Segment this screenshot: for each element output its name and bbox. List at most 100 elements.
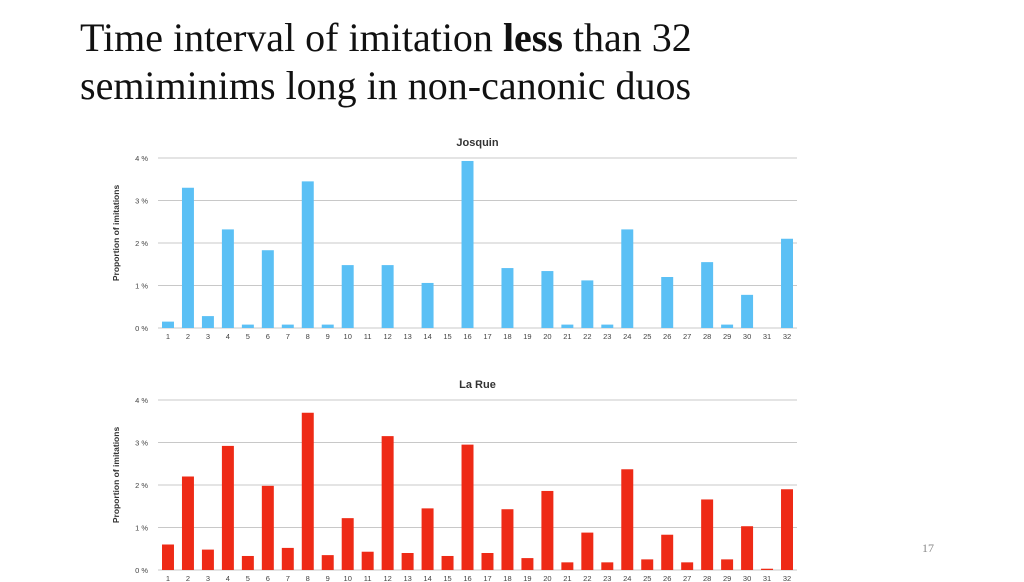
la-rue-x-tick-label: 15 <box>443 574 451 582</box>
la-rue-bar <box>721 559 734 570</box>
la-rue-bar-chart: La Rue Proportion of imitations 0 % 1 % 2 % 3… <box>100 352 820 582</box>
title-text-bold: less <box>502 15 563 60</box>
josquin-bar <box>221 229 234 328</box>
josquin-x-tick-label: 25 <box>643 332 651 340</box>
la-rue-bar <box>441 555 454 570</box>
josquin-bar <box>661 277 674 328</box>
josquin-x-tick-label: 9 <box>326 332 330 340</box>
title-text-line2: semiminims long in non-canonic duos <box>80 63 692 108</box>
la-rue-bar <box>541 490 554 570</box>
la-rue-x-tick-label: 1 <box>166 574 170 582</box>
la-rue-bar <box>681 562 694 570</box>
josquin-x-tick-label: 5 <box>246 332 250 340</box>
la-rue-bar <box>601 562 614 570</box>
josquin-x-tick-label: 23 <box>603 332 611 340</box>
josquin-bar <box>701 262 714 328</box>
josquin-bar <box>181 187 194 328</box>
la-rue-bar <box>321 555 334 570</box>
page-number: 17 <box>922 541 934 555</box>
josquin-x-tick-label: 28 <box>703 332 711 340</box>
josquin-x-tick-label: 10 <box>344 332 352 340</box>
josquin-bar <box>241 324 254 328</box>
josquin-y-axis-label: Proportion of imitations <box>111 185 121 282</box>
josquin-bar <box>581 280 594 328</box>
josquin-bar <box>201 316 214 328</box>
la-rue-x-tick-label: 16 <box>463 574 471 582</box>
josquin-x-tick-label: 7 <box>286 332 290 340</box>
la-rue-x-tick-label: 13 <box>403 574 411 582</box>
la-rue-chart-svg: La Rue Proportion of imitations 0 % 1 % 2 % 3… <box>111 379 797 582</box>
la-rue-x-tick-label: 27 <box>683 574 691 582</box>
la-rue-x-tick-label: 25 <box>643 574 651 582</box>
josquin-bar <box>421 282 434 328</box>
la-rue-bar <box>461 444 474 570</box>
josquin-x-tick-label: 29 <box>723 332 731 340</box>
la-rue-bar <box>521 558 534 570</box>
la-rue-x-tick-label: 28 <box>703 574 711 582</box>
la-rue-bar <box>301 412 314 570</box>
josquin-x-tick-label: 20 <box>543 332 551 340</box>
la-rue-bar <box>221 445 234 570</box>
la-rue-x-tick-label: 21 <box>563 574 571 582</box>
josquin-bar <box>281 324 294 328</box>
la-rue-x-tick-label: 29 <box>723 574 731 582</box>
la-rue-y-tick-label: 0 % <box>135 566 148 575</box>
la-rue-x-tick-label: 10 <box>344 574 352 582</box>
la-rue-bar <box>701 499 714 570</box>
josquin-x-tick-label: 24 <box>623 332 631 340</box>
josquin-bar <box>781 238 794 328</box>
la-rue-bar <box>781 489 794 570</box>
josquin-x-tick-label: 11 <box>364 332 372 340</box>
la-rue-x-tick-label: 31 <box>763 574 771 582</box>
josquin-x-tick-label: 18 <box>503 332 511 340</box>
la-rue-x-tick-label: 12 <box>383 574 391 582</box>
la-rue-x-tick-label: 30 <box>743 574 751 582</box>
title-text-part2: than 32 <box>562 15 692 60</box>
la-rue-y-tick-label: 1 % <box>135 524 148 533</box>
la-rue-x-tick-label: 19 <box>523 574 531 582</box>
josquin-x-tick-label: 3 <box>206 332 210 340</box>
la-rue-x-tick-label: 9 <box>326 574 330 582</box>
josquin-x-tick-label: 19 <box>523 332 531 340</box>
la-rue-bar <box>341 518 354 570</box>
la-rue-bar <box>281 547 294 570</box>
la-rue-x-tick-label: 23 <box>603 574 611 582</box>
la-rue-bar <box>581 532 594 570</box>
josquin-bar-chart: Josquin Proportion of imitations 0 % 1 % 2 %… <box>100 110 820 340</box>
josquin-bar <box>541 271 554 328</box>
la-rue-bar <box>421 508 434 570</box>
la-rue-bar <box>381 436 394 570</box>
la-rue-x-tick-label: 18 <box>503 574 511 582</box>
josquin-x-tick-label: 13 <box>403 332 411 340</box>
la-rue-x-tick-label: 11 <box>364 574 372 582</box>
slide-title: Time interval of imitation less than 32 … <box>80 14 980 110</box>
la-rue-y-tick-label: 2 % <box>135 481 148 490</box>
josquin-y-tick-label: 1 % <box>135 282 148 291</box>
josquin-y-tick-label: 4 % <box>135 154 148 163</box>
la-rue-x-tick-label: 22 <box>583 574 591 582</box>
la-rue-bar <box>561 562 574 570</box>
josquin-x-tick-label: 16 <box>463 332 471 340</box>
josquin-bar <box>161 321 174 328</box>
la-rue-bar <box>261 485 274 570</box>
la-rue-x-tick-label: 24 <box>623 574 631 582</box>
josquin-y-tick-label: 0 % <box>135 324 148 333</box>
josquin-x-tick-label: 8 <box>306 332 310 340</box>
josquin-chart-title: Josquin <box>456 137 498 149</box>
josquin-x-tick-label: 4 <box>226 332 230 340</box>
josquin-x-tick-label: 14 <box>423 332 431 340</box>
la-rue-bar <box>401 553 414 570</box>
josquin-bar <box>261 250 274 328</box>
la-rue-x-tick-label: 26 <box>663 574 671 582</box>
josquin-x-tick-label: 17 <box>483 332 491 340</box>
josquin-bar <box>461 160 474 328</box>
josquin-bar <box>321 324 334 328</box>
josquin-bar <box>601 324 614 328</box>
la-rue-bar <box>161 544 174 570</box>
josquin-bar <box>721 324 734 328</box>
josquin-bar <box>621 229 634 328</box>
josquin-bar <box>561 324 574 328</box>
la-rue-x-tick-label: 8 <box>306 574 310 582</box>
la-rue-x-tick-label: 17 <box>483 574 491 582</box>
josquin-x-tick-label: 22 <box>583 332 591 340</box>
